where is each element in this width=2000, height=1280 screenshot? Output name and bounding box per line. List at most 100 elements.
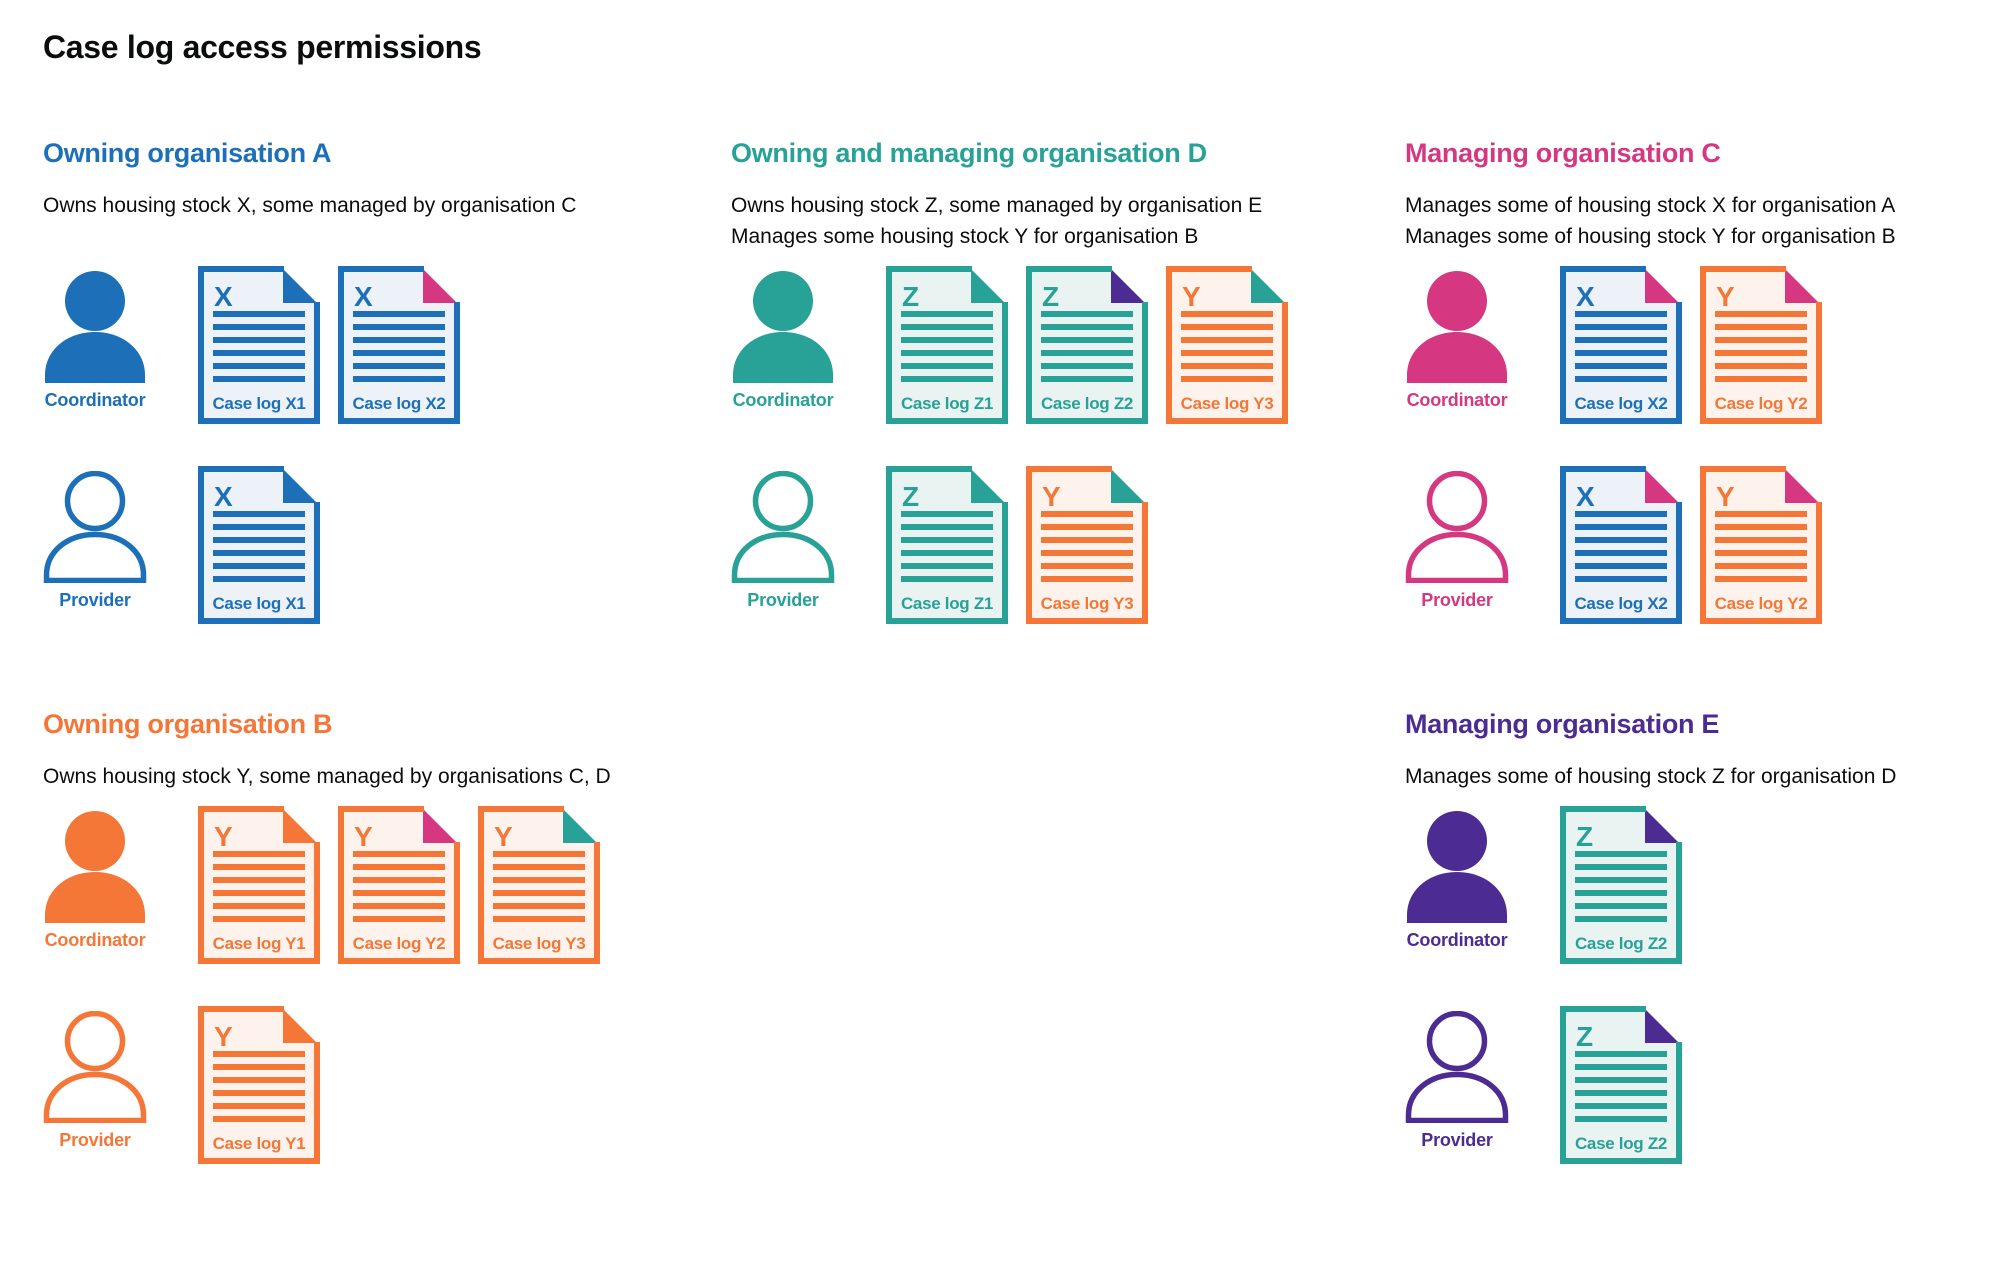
org-section-c: Managing organisation C Manages some of h… xyxy=(1405,137,2000,625)
case-log-doc-icon: Y Case log Y2 xyxy=(1700,266,1822,425)
doc-text-line xyxy=(493,903,585,910)
actor-icon-and-label: Provider xyxy=(43,1011,147,1151)
description-line: Owns housing stock Y, some managed by or… xyxy=(43,765,611,789)
person-body xyxy=(1405,1071,1509,1124)
org-section-title: Owning and managing organisation D xyxy=(731,138,1207,169)
case-log-doc-icon: Y Case log Y2 xyxy=(1700,466,1822,625)
case-log-docs: Y Case log Y1 Y Case log Y2 Y Case log Y3 xyxy=(198,806,600,965)
coordinator-row: Coordinator Z Case log Z1 Z Case log Z2 Y Case… xyxy=(731,266,1405,425)
doc-stock-letter: Z xyxy=(1576,1021,1593,1052)
doc-text-line xyxy=(1041,311,1133,318)
description-line: Owns housing stock X, some managed by or… xyxy=(43,194,577,218)
doc-border xyxy=(1166,266,1288,425)
doc-label: Case log Y3 xyxy=(1041,594,1134,613)
doc-border xyxy=(1560,466,1682,625)
doc-text-line xyxy=(213,1116,305,1123)
case-log-doc-icon: X Case log X1 xyxy=(198,466,320,625)
doc-text-line xyxy=(1575,1103,1667,1110)
doc-text-line xyxy=(901,350,993,357)
doc-text-line xyxy=(1041,563,1133,570)
doc-label: Case log Y3 xyxy=(1181,394,1274,413)
case-log-docs: X Case log X2 Y Case log Y2 xyxy=(1560,266,1822,425)
case-log-doc-icon: Y Case log Y3 xyxy=(478,806,600,965)
doc-text-line xyxy=(493,890,585,897)
person-filled-icon xyxy=(45,811,145,924)
doc-folded-corner xyxy=(971,469,1005,504)
provider-row: Provider X Case log X2 Y Case log Y2 xyxy=(1405,466,2000,625)
case-log-doc-icon: X Case log X1 xyxy=(198,266,320,425)
doc-text-line xyxy=(1181,363,1273,370)
doc-text-line xyxy=(353,376,445,383)
doc-label: Case log X1 xyxy=(212,394,305,413)
doc-text-line xyxy=(901,576,993,583)
doc-text-line xyxy=(1041,576,1133,583)
actor: Coordinator xyxy=(1405,266,1560,411)
doc-text-line xyxy=(1715,324,1807,331)
person-body xyxy=(1407,332,1507,384)
doc-stock-letter: Y xyxy=(354,821,373,852)
doc-text-line xyxy=(353,877,445,884)
doc-text-line xyxy=(353,851,445,858)
person-body xyxy=(45,872,145,924)
doc-text-line xyxy=(213,903,305,910)
doc-text-line xyxy=(353,324,445,331)
doc-label: Case log X2 xyxy=(352,394,445,413)
doc-text-line xyxy=(1575,337,1667,344)
doc-text-line xyxy=(1575,1064,1667,1071)
doc-border xyxy=(1700,266,1822,425)
doc-stock-letter: Y xyxy=(1716,481,1735,512)
doc-text-line xyxy=(1575,1051,1667,1058)
org-section-description: Owns housing stock Z, some managed by or… xyxy=(731,190,1405,252)
doc-border xyxy=(886,466,1008,625)
doc-text-line xyxy=(901,376,993,383)
doc-border xyxy=(338,266,460,425)
doc-text-line xyxy=(901,511,993,518)
doc-text-line xyxy=(353,864,445,871)
actor-icon-and-label: Provider xyxy=(43,471,147,611)
doc-folded-corner xyxy=(1785,469,1819,504)
org-section-description: Manages some of housing stock Z for orga… xyxy=(1405,761,2000,792)
doc-text-line xyxy=(1575,1116,1667,1123)
doc-text-line xyxy=(1715,350,1807,357)
doc-text-line xyxy=(353,363,445,370)
doc-text-line xyxy=(1181,376,1273,383)
doc-text-line xyxy=(213,1051,305,1058)
doc-text-line xyxy=(1575,563,1667,570)
doc-text-line xyxy=(901,337,993,344)
org-section-description: Owns housing stock Y, some managed by or… xyxy=(43,761,731,792)
doc-text-line xyxy=(213,1103,305,1110)
doc-label: Case log Y3 xyxy=(493,934,586,953)
coordinator-row: Coordinator Y Case log Y1 Y Case log Y2 Y Case… xyxy=(43,806,731,965)
doc-label: Case log Z2 xyxy=(1575,1134,1667,1153)
person-outline-icon xyxy=(43,471,147,584)
doc-text-line xyxy=(213,537,305,544)
doc-text-line xyxy=(213,324,305,331)
doc-folded-corner xyxy=(283,269,317,304)
case-log-doc-icon: Z Case log Z2 xyxy=(1560,806,1682,965)
person-filled-icon xyxy=(733,271,833,384)
org-section-description: Owns housing stock X, some managed by or… xyxy=(43,190,731,252)
doc-paper xyxy=(1563,809,1679,962)
case-log-docs: Z Case log Z1 Y Case log Y3 xyxy=(886,466,1148,625)
actor-icon-and-label: Coordinator xyxy=(1405,811,1509,951)
doc-border xyxy=(886,266,1008,425)
doc-text-line xyxy=(1575,903,1667,910)
doc-label: Case log Z1 xyxy=(901,394,993,413)
person-body xyxy=(733,332,833,384)
doc-paper xyxy=(201,269,317,422)
case-log-doc-icon: Z Case log Z2 xyxy=(1560,1006,1682,1165)
doc-text-line xyxy=(213,563,305,570)
actor-role-label: Provider xyxy=(1421,590,1493,611)
doc-text-line xyxy=(353,350,445,357)
case-log-doc-icon: Y Case log Y3 xyxy=(1026,466,1148,625)
doc-stock-letter: X xyxy=(354,281,373,312)
doc-text-line xyxy=(1575,324,1667,331)
doc-text-line xyxy=(1575,576,1667,583)
doc-text-line xyxy=(353,890,445,897)
doc-text-line xyxy=(1715,576,1807,583)
person-head xyxy=(65,811,125,872)
doc-folded-corner xyxy=(423,809,457,844)
doc-folded-corner xyxy=(283,1009,317,1044)
doc-stock-letter: Y xyxy=(494,821,513,852)
doc-paper xyxy=(1563,469,1679,622)
